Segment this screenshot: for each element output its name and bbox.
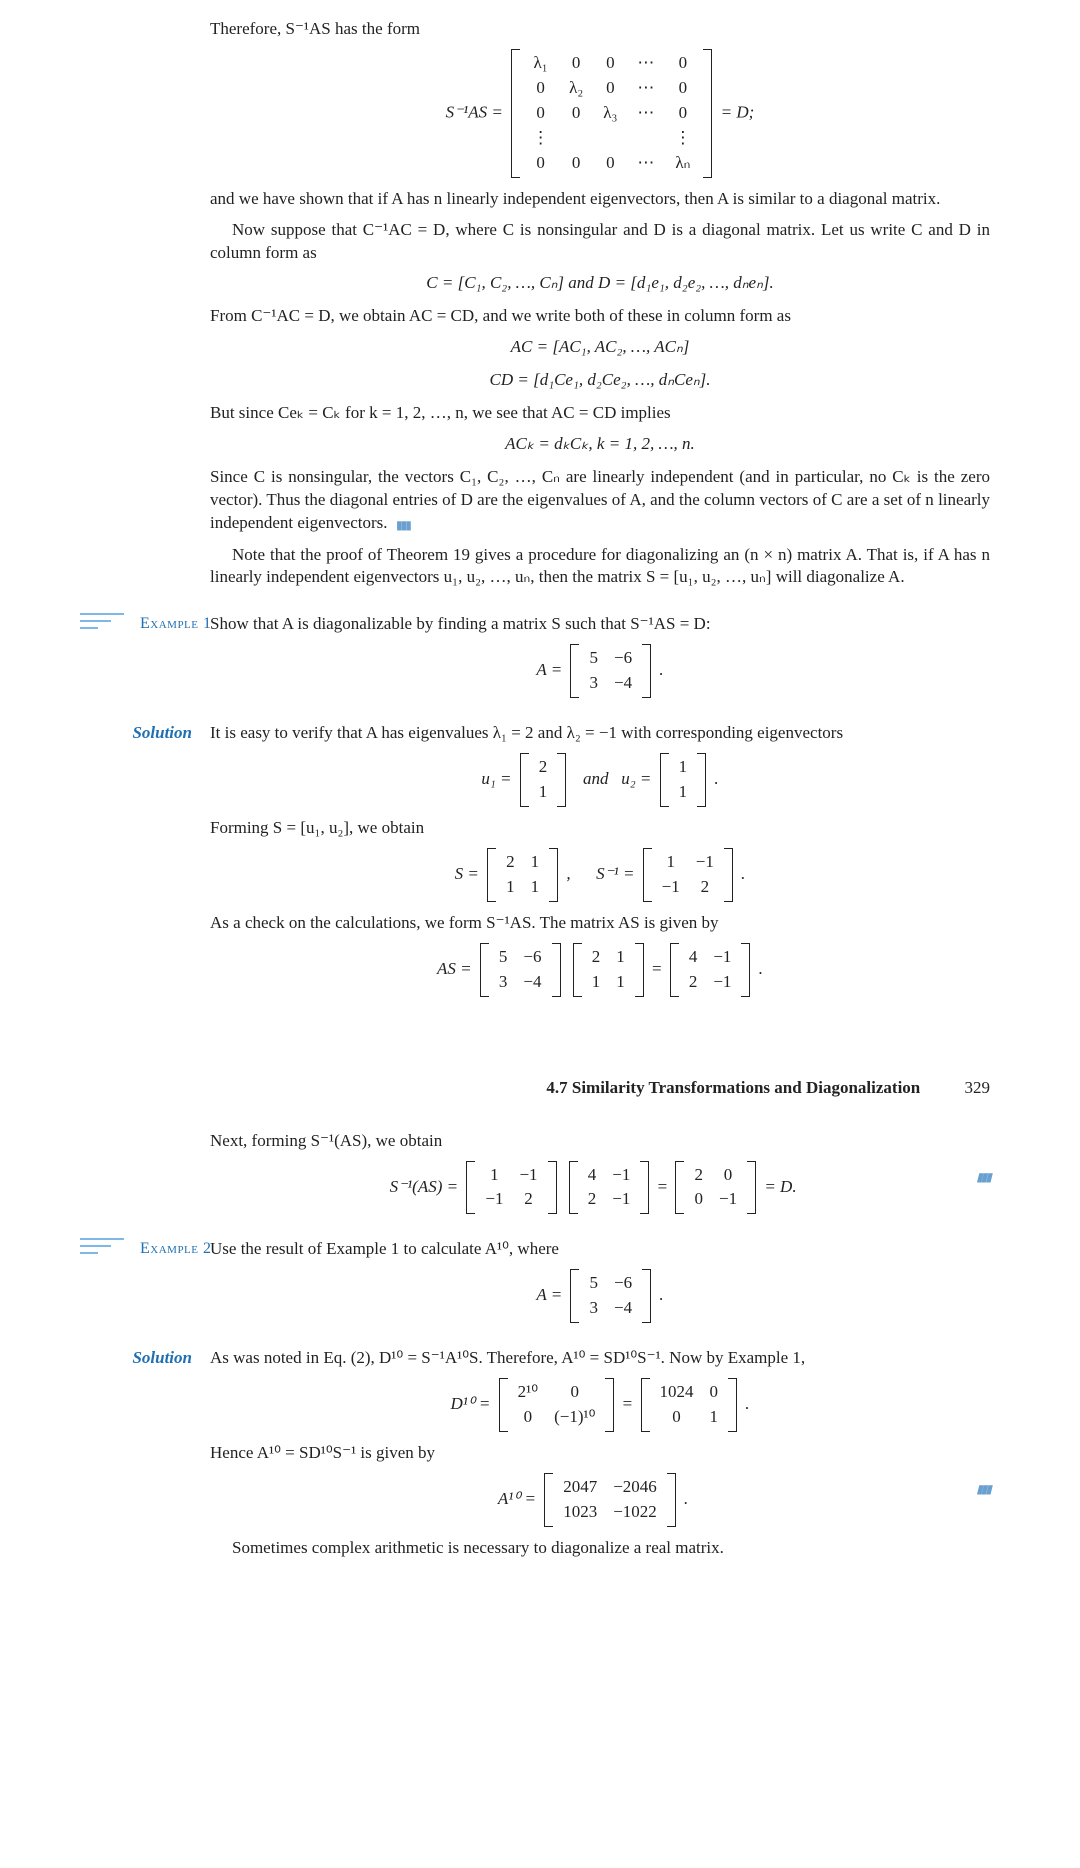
A10-post: . xyxy=(684,1489,688,1508)
end-mark-icon xyxy=(976,1477,990,1500)
sol1-p2: Forming S = [u₁, u₂], we obtain xyxy=(210,817,990,840)
SAS-eq: S⁻¹(AS) = 1−1−12 4−12−1 = 200−1 = D. xyxy=(210,1161,990,1215)
Sinv-post: . xyxy=(741,864,745,883)
D10-eq: D¹⁰ = 2¹⁰00(−1)¹⁰ = 1024001 . xyxy=(210,1378,990,1432)
u1-pre: u₁ = xyxy=(481,769,511,788)
A10-eq: A¹⁰ = 2047−20461023−1022 . xyxy=(210,1473,990,1527)
para-6: Note that the proof of Theorem 19 gives … xyxy=(210,544,990,590)
bigmatrix-label: S⁻¹AS = xyxy=(446,102,503,121)
SAS-m1: 1−1−12 xyxy=(466,1161,556,1215)
solution-1-row: Solution It is easy to verify that A has… xyxy=(80,722,990,1006)
eq-cd: C = [C₁, C₂, …, Cₙ] and D = [d₁e₁, d₂e₂,… xyxy=(210,272,990,295)
ex1-A-matrix: 5−63−4 xyxy=(570,644,651,698)
para-3: From C⁻¹AC = D, we obtain AC = CD, and w… xyxy=(210,305,990,328)
ex2-A-post: . xyxy=(659,1285,663,1304)
sol2-p1: As was noted in Eq. (2), D¹⁰ = S⁻¹A¹⁰S. … xyxy=(210,1347,990,1370)
SAS-m3: 200−1 xyxy=(675,1161,756,1215)
para-1: and we have shown that if A has n linear… xyxy=(210,188,990,211)
eq-ac: AC = [AC₁, AC₂, …, ACₙ] xyxy=(210,336,990,359)
para-5-text: Since C is nonsingular, the vectors C₁, … xyxy=(210,467,990,532)
big-matrix-eq: S⁻¹AS = λ₁00⋯00λ₂0⋯000λ₃⋯0⋮⋮000⋯λₙ = D; xyxy=(210,49,990,178)
example-2-matrix: A = 5−63−4 . xyxy=(210,1269,990,1323)
AS-pre: AS = xyxy=(437,959,472,978)
ex1-A-post: . xyxy=(659,660,663,679)
u-and: and xyxy=(583,769,609,788)
u2-post: . xyxy=(714,769,718,788)
u1-matrix: 21 xyxy=(520,753,567,807)
sol1-p4: Next, forming S⁻¹(AS), we obtain xyxy=(210,1130,990,1153)
section-header: 4.7 Similarity Transformations and Diago… xyxy=(210,1077,990,1100)
solution-1-label: Solution xyxy=(80,722,210,745)
end-mark-icon xyxy=(976,1165,990,1188)
sol1-p3: As a check on the calculations, we form … xyxy=(210,912,990,935)
section-title: 4.7 Similarity Transformations and Diago… xyxy=(546,1078,920,1097)
big-matrix: λ₁00⋯00λ₂0⋯000λ₃⋯0⋮⋮000⋯λₙ xyxy=(511,49,712,178)
AS-eq: AS = 5−63−4 2111 = 4−12−1 . xyxy=(210,943,990,997)
sol2-p3: Sometimes complex arithmetic is necessar… xyxy=(210,1537,990,1560)
D10-m1: 2¹⁰00(−1)¹⁰ xyxy=(499,1378,615,1432)
AS-m2: 2111 xyxy=(573,943,644,997)
D10-pre: D¹⁰ = xyxy=(450,1394,490,1413)
para-5: Since C is nonsingular, the vectors C₁, … xyxy=(210,466,990,535)
example-1-matrix: A = 5−63−4 . xyxy=(210,644,990,698)
S-matrix: 2111 xyxy=(487,848,558,902)
intro-text: Therefore, S⁻¹AS has the form xyxy=(210,18,990,41)
ex2-A-pre: A = xyxy=(536,1285,562,1304)
page-number: 329 xyxy=(965,1078,991,1097)
SAS-post: = D. xyxy=(764,1176,796,1195)
example-2-text: Use the result of Example 1 to calculate… xyxy=(210,1238,990,1261)
u2-matrix: 11 xyxy=(660,753,707,807)
Sinv-pre: S⁻¹ = xyxy=(596,864,634,883)
example-2-row: Example 2 Use the result of Example 1 to… xyxy=(80,1238,990,1333)
para-2: Now suppose that C⁻¹AC = D, where C is n… xyxy=(210,219,990,265)
eq-ack: ACₖ = dₖCₖ, k = 1, 2, …, n. xyxy=(210,433,990,456)
solution-2-label: Solution xyxy=(80,1347,210,1370)
SAS-pre: S⁻¹(AS) = xyxy=(390,1176,459,1195)
sol1-p1: It is easy to verify that A has eigenval… xyxy=(210,722,990,745)
S-pre: S = xyxy=(455,864,479,883)
example-1-text: Show that A is diagonalizable by finding… xyxy=(210,613,990,636)
AS-post: . xyxy=(759,959,763,978)
eq-cdcol: CD = [d₁Ce₁, d₂Ce₂, …, dₙCeₙ]. xyxy=(210,369,990,392)
ex1-A-pre: A = xyxy=(536,660,562,679)
Sinv-matrix: 1−1−12 xyxy=(643,848,733,902)
A10-pre: A¹⁰ = xyxy=(498,1489,536,1508)
S-post: , xyxy=(566,864,570,883)
bigmatrix-tail: = D; xyxy=(721,102,755,121)
D10-post: . xyxy=(745,1394,749,1413)
SAS-m2: 4−12−1 xyxy=(569,1161,650,1215)
u2-pre: u₂ = xyxy=(621,769,651,788)
D10-m2: 1024001 xyxy=(641,1378,738,1432)
AS-m3: 4−12−1 xyxy=(670,943,751,997)
S-eq: S = 2111 , S⁻¹ = 1−1−12 . xyxy=(210,848,990,902)
para-4: But since Ceₖ = Cₖ for k = 1, 2, …, n, w… xyxy=(210,402,990,425)
AS-m1: 5−63−4 xyxy=(480,943,561,997)
example-stub-icon xyxy=(80,613,140,629)
A10-m: 2047−20461023−1022 xyxy=(544,1473,676,1527)
sol2-p2: Hence A¹⁰ = SD¹⁰S⁻¹ is given by xyxy=(210,1442,990,1465)
solution-2-row: Solution As was noted in Eq. (2), D¹⁰ = … xyxy=(80,1347,990,1568)
example-1-row: Example 1 Show that A is diagonalizable … xyxy=(80,613,990,708)
example-stub-icon xyxy=(80,1238,140,1254)
end-mark-icon xyxy=(396,513,410,536)
eigenvectors-eq: u₁ = 21 and u₂ = 11 . xyxy=(210,753,990,807)
ex2-A-matrix: 5−63−4 xyxy=(570,1269,651,1323)
